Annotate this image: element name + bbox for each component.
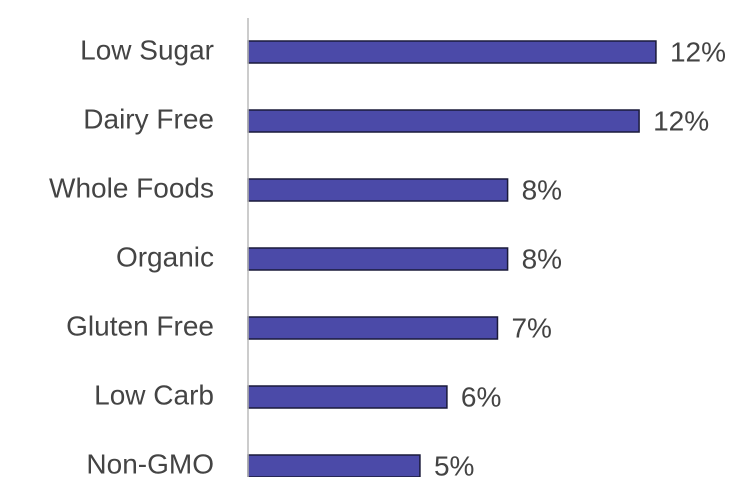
bar <box>247 247 509 271</box>
category-label: Non-GMO <box>86 448 214 477</box>
category-label: Low Carb <box>94 379 214 410</box>
bar <box>247 316 499 340</box>
category-label: Organic <box>116 241 214 272</box>
value-label: 7% <box>511 312 551 343</box>
bar <box>247 385 448 409</box>
value-label: 8% <box>522 174 562 205</box>
value-label: 12% <box>653 105 709 136</box>
bar <box>247 454 421 477</box>
value-label: 5% <box>434 450 474 477</box>
category-label: Low Sugar <box>80 34 214 65</box>
value-label: 6% <box>461 381 501 412</box>
bar <box>247 178 509 202</box>
bar <box>247 109 640 133</box>
category-label: Dairy Free <box>83 103 214 134</box>
category-label: Whole Foods <box>49 172 214 203</box>
value-label: 8% <box>522 243 562 274</box>
bar <box>247 40 657 64</box>
value-label: 12% <box>670 36 726 67</box>
category-label: Gluten Free <box>66 310 214 341</box>
